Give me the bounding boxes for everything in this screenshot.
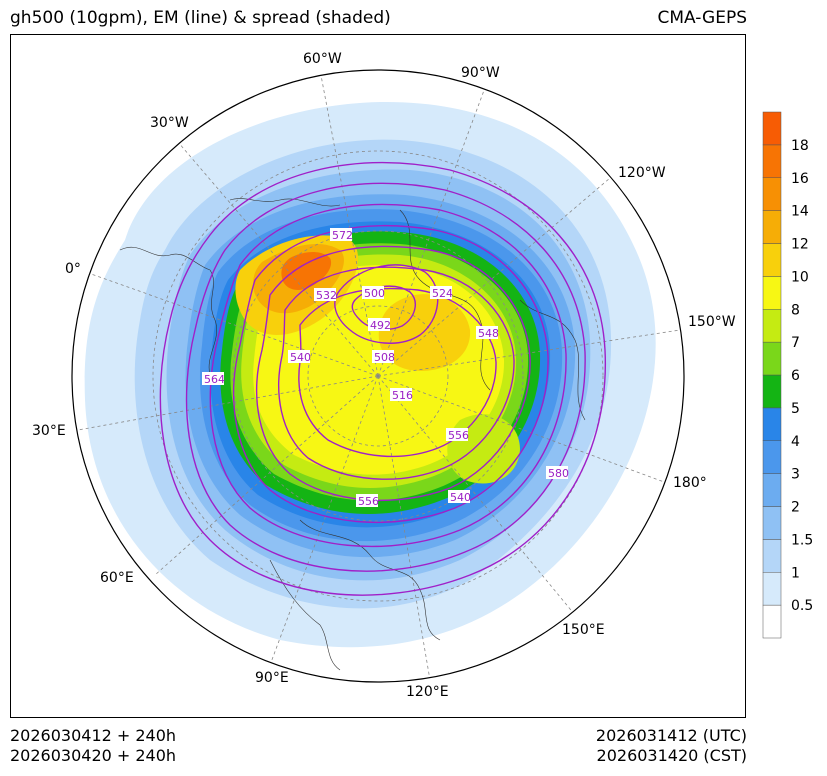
lon-label: 90°E: [255, 670, 289, 686]
contour-label: 492: [370, 319, 391, 332]
lon-label: 150°W: [688, 314, 736, 330]
colorbar-label: 1.5: [791, 532, 813, 548]
colorbar-swatch: [762, 572, 782, 606]
lon-label: 120°E: [406, 684, 449, 700]
colorbar-label: 12: [791, 237, 809, 253]
colorbar-swatch: [762, 177, 782, 211]
colorbar-swatch: [762, 341, 782, 376]
contour-label: 580: [548, 467, 569, 480]
map-frame: [10, 34, 746, 718]
colorbar-label: 0.5: [791, 598, 813, 614]
colorbar-label: 4: [791, 434, 800, 450]
colorbar-label: 3: [791, 467, 800, 483]
colorbar: 0.5 1 1.5 2 3 4 5 6 7 8 10 12 14 16 18: [762, 111, 813, 639]
init-time-cst: 2026030420 + 240h: [10, 746, 177, 765]
lon-label: 30°E: [32, 423, 66, 439]
lon-label: 30°W: [150, 115, 189, 131]
lon-label: 90°W: [461, 65, 500, 81]
graticule: [77, 70, 681, 681]
contour-label: 556: [448, 429, 469, 442]
colorbar-label: 8: [791, 302, 800, 318]
contour-label: 508: [374, 351, 395, 364]
colorbar-swatch: [762, 111, 782, 146]
colorbar-label: 18: [791, 138, 809, 154]
colorbar-swatch: [762, 539, 782, 573]
lon-label: 60°E: [100, 570, 134, 586]
colorbar-label: 2: [791, 500, 800, 516]
contour-label: 516: [392, 389, 413, 402]
colorbar-swatch: [762, 506, 782, 540]
lon-label: 0°: [65, 261, 81, 277]
contour-label: 540: [290, 351, 311, 364]
colorbar-swatch: [762, 144, 782, 178]
contour-label: 572: [332, 229, 353, 242]
contour-label: 564: [204, 373, 225, 386]
contour-label: 540: [450, 491, 471, 504]
init-time-utc: 2026030412 + 240h: [10, 726, 177, 745]
colorbar-label: 16: [791, 171, 809, 187]
contour-label: 532: [316, 289, 337, 302]
colorbar-swatch: [762, 440, 782, 474]
colorbar-swatch: [762, 210, 782, 244]
colorbar-swatch: [762, 473, 782, 507]
contour-label: 556: [358, 495, 379, 508]
contour-label: 524: [432, 287, 453, 300]
valid-time-block: 2026031412 (UTC) 2026031420 (CST): [596, 726, 747, 766]
valid-time-utc: 2026031412 (UTC): [595, 726, 747, 745]
lon-label: 120°W: [618, 165, 666, 181]
colorbar-swatch: [762, 407, 782, 441]
lon-label: 60°W: [303, 51, 342, 67]
colorbar-label: 6: [791, 368, 800, 384]
colorbar-swatch: [762, 374, 782, 409]
colorbar-label: 14: [791, 204, 809, 220]
colorbar-swatch: [762, 604, 782, 639]
longitude-labels: 60°W 90°W 30°W 120°W 0° 150°W 30°E 180° …: [32, 51, 736, 700]
contour-label: 548: [478, 327, 499, 340]
map-title: gh500 (10gpm), EM (line) & spread (shade…: [10, 8, 391, 28]
model-name: CMA-GEPS: [657, 8, 747, 28]
lon-label: 180°: [673, 475, 707, 491]
lon-label: 150°E: [562, 622, 605, 638]
height-contours: [159, 161, 607, 596]
colorbar-label: 5: [791, 401, 800, 417]
valid-time-cst: 2026031420 (CST): [596, 746, 747, 765]
colorbar-swatch: [762, 243, 782, 277]
colorbar-label: 1: [791, 565, 800, 581]
colorbar-swatch: [762, 309, 782, 343]
colorbar-label: 7: [791, 335, 800, 351]
contour-label-group: 572 500 532 524 492 548 540 508 564 516 …: [202, 228, 569, 508]
colorbar-swatch: [762, 276, 782, 310]
init-time-block: 2026030412 + 240h 2026030420 + 240h: [10, 726, 176, 766]
colorbar-label: 10: [791, 269, 809, 285]
contour-label: 500: [364, 287, 385, 300]
coastlines: [119, 198, 586, 671]
